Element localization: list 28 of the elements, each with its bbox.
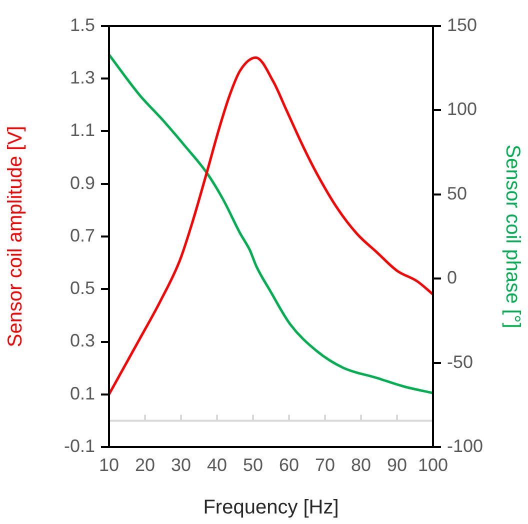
y-tick-label: 0.3	[70, 330, 95, 351]
x-tick-label: 50	[242, 454, 264, 475]
y2-axis-title: Sensor coil phase [°]	[501, 144, 524, 328]
y2-tick-label: 150	[447, 14, 478, 35]
x-tick-label: 70	[314, 454, 336, 475]
x-tick-label: 100	[418, 454, 448, 475]
y2-tick-label: 50	[447, 183, 468, 204]
y-tick-label: 1.3	[70, 68, 95, 88]
y-axis-title: Sensor coil amplitude [V]	[4, 126, 27, 348]
x-tick-label: 30	[170, 454, 192, 475]
x-tick-label: 80	[350, 454, 372, 475]
y-tick-label: 0.1	[70, 383, 95, 404]
x-tick-label: 60	[278, 454, 300, 475]
y-tick-label: 1.1	[70, 120, 95, 140]
x-axis-title: Frequency [Hz]	[203, 496, 339, 519]
y-tick-label: 0.9	[70, 172, 95, 193]
y2-tick-label: -50	[447, 352, 474, 372]
y2-tick-label: 0	[447, 268, 458, 288]
y2-tick-label: 100	[447, 99, 478, 120]
y-tick-label: 1.5	[70, 14, 95, 35]
y-tick-label: 0.7	[70, 225, 95, 246]
x-tick-label: 20	[134, 454, 156, 475]
x-tick-label: 10	[98, 454, 120, 475]
x-tick-label: 90	[386, 454, 408, 475]
y2-tick-label: -100	[447, 436, 484, 456]
y-tick-label: 0.5	[70, 278, 95, 298]
y-tick-label: -0.1	[64, 436, 95, 456]
x-tick-label: 40	[206, 454, 228, 475]
